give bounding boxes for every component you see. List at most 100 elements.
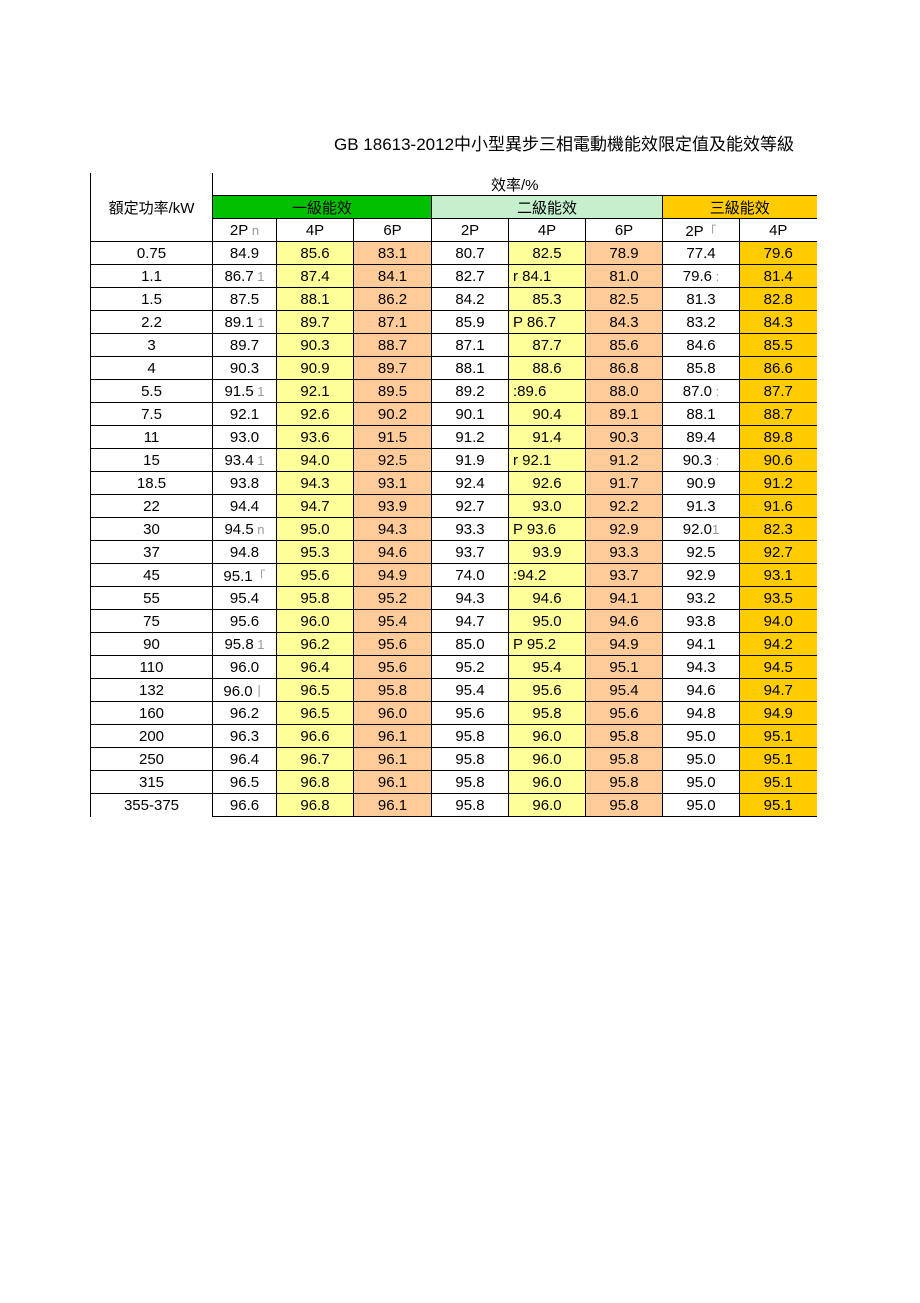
table-row: 16096.296.596.095.695.895.694.894.9 — [91, 702, 817, 725]
table-cell: 95.1「 — [213, 564, 277, 587]
table-cell: 94.2 — [740, 633, 817, 656]
table-cell: 94.5 — [740, 656, 817, 679]
table-cell: 95.8 — [432, 748, 509, 771]
table-cell: :89.6 — [509, 380, 586, 403]
table-cell: 95.0 — [663, 771, 740, 794]
table-cell: 110 — [91, 656, 213, 679]
table-cell: 91.3 — [663, 495, 740, 518]
header-level3: 三級能效 — [663, 196, 817, 219]
table-cell: 93.0 — [509, 495, 586, 518]
table-cell: 94.3 — [432, 587, 509, 610]
table-cell: 93.7 — [586, 564, 663, 587]
table-cell: 92.5 — [663, 541, 740, 564]
table-cell: 93.0 — [213, 426, 277, 449]
table-cell: 86.2 — [354, 288, 432, 311]
table-cell: 85.6 — [586, 334, 663, 357]
table-cell: 95.8 — [432, 725, 509, 748]
subheader-a3: 6P — [354, 219, 432, 242]
subheader-a1: 2P n — [213, 219, 277, 242]
table-cell: 94.3 — [663, 656, 740, 679]
table-cell: 94.1 — [663, 633, 740, 656]
table-cell: 87.1 — [432, 334, 509, 357]
table-cell: 91.2 — [586, 449, 663, 472]
table-cell: 94.3 — [277, 472, 354, 495]
table-cell: 92.5 — [354, 449, 432, 472]
table-cell: 91.7 — [586, 472, 663, 495]
table-cell: 89.7 — [213, 334, 277, 357]
table-cell: 95.4 — [586, 679, 663, 702]
table-cell: 93.7 — [432, 541, 509, 564]
subheader-b1: 2P — [432, 219, 509, 242]
table-cell: 95.0 — [663, 794, 740, 817]
table-cell: 95.8 — [586, 748, 663, 771]
table-cell: 92.4 — [432, 472, 509, 495]
table-cell: 95.0 — [663, 748, 740, 771]
table-cell: P 95.2 — [509, 633, 586, 656]
table-cell: 93.9 — [354, 495, 432, 518]
table-cell: 95.8 — [586, 794, 663, 817]
table-cell: 90 — [91, 633, 213, 656]
table-cell: 79.6 : — [663, 265, 740, 288]
table-cell: 89.4 — [663, 426, 740, 449]
table-cell: 95.1 — [740, 725, 817, 748]
table-cell: P 93.6 — [509, 518, 586, 541]
table-cell: 93.3 — [432, 518, 509, 541]
table-cell: 83.2 — [663, 311, 740, 334]
table-cell: 95.8 — [586, 725, 663, 748]
table-row: 3094.5 n95.094.393.3P 93.692.992.0182.3 — [91, 518, 817, 541]
table-cell: 4 — [91, 357, 213, 380]
table-cell: 88.0 — [586, 380, 663, 403]
subheader-b2: 4P — [509, 219, 586, 242]
table-cell: 91.6 — [740, 495, 817, 518]
table-cell: 94.6 — [354, 541, 432, 564]
table-cell: 94.6 — [663, 679, 740, 702]
table-cell: 95.8 — [509, 702, 586, 725]
table-cell: 94.1 — [586, 587, 663, 610]
table-cell: 95.2 — [432, 656, 509, 679]
table-row: 9095.8 196.295.685.0P 95.294.994.194.2 — [91, 633, 817, 656]
table-cell: 90.3 — [586, 426, 663, 449]
table-cell: 3 — [91, 334, 213, 357]
table-row: 1.186.7 187.484.182.7r 84.181.079.6 :81.… — [91, 265, 817, 288]
table-cell: 96.0 — [509, 748, 586, 771]
table-cell: 83.1 — [354, 242, 432, 265]
table-cell: 96.1 — [354, 748, 432, 771]
table-cell: 89.7 — [354, 357, 432, 380]
table-cell: 96.5 — [277, 679, 354, 702]
table-cell: 1.5 — [91, 288, 213, 311]
table-cell: 85.9 — [432, 311, 509, 334]
table-cell: 88.1 — [663, 403, 740, 426]
table-cell: 7.5 — [91, 403, 213, 426]
table-cell: 92.7 — [432, 495, 509, 518]
table-cell: 96.6 — [277, 725, 354, 748]
table-cell: 91.2 — [740, 472, 817, 495]
table-cell: 96.0 — [277, 610, 354, 633]
table-cell: 160 — [91, 702, 213, 725]
table-cell: 96.1 — [354, 771, 432, 794]
table-cell: 82.5 — [586, 288, 663, 311]
table-row: 3794.895.394.693.793.993.392.592.7 — [91, 541, 817, 564]
table-cell: 94.5 n — [213, 518, 277, 541]
table-row: 5595.495.895.294.394.694.193.293.5 — [91, 587, 817, 610]
table-cell: 94.9 — [740, 702, 817, 725]
table-cell: 22 — [91, 495, 213, 518]
table-cell: 95.1 — [740, 794, 817, 817]
table-cell: 250 — [91, 748, 213, 771]
efficiency-table: 額定功率/kW 效率/% 一級能效 二級能效 三級能效 2P n 4P 6P 2… — [90, 173, 817, 817]
table-cell: 80.7 — [432, 242, 509, 265]
table-cell: 92.7 — [740, 541, 817, 564]
table-cell: 94.7 — [432, 610, 509, 633]
table-cell: 96.0 — [213, 656, 277, 679]
table-cell: 132 — [91, 679, 213, 702]
table-cell: 93.5 — [740, 587, 817, 610]
table-cell: 87.1 — [354, 311, 432, 334]
table-cell: 18.5 — [91, 472, 213, 495]
table-cell: 45 — [91, 564, 213, 587]
table-cell: r 84.1 — [509, 265, 586, 288]
table-cell: 96.4 — [277, 656, 354, 679]
header-level2: 二級能效 — [432, 196, 663, 219]
table-cell: 82.8 — [740, 288, 817, 311]
table-row: 490.390.989.788.188.686.885.886.6 — [91, 357, 817, 380]
subheader-b3: 6P — [586, 219, 663, 242]
table-cell: 84.9 — [213, 242, 277, 265]
